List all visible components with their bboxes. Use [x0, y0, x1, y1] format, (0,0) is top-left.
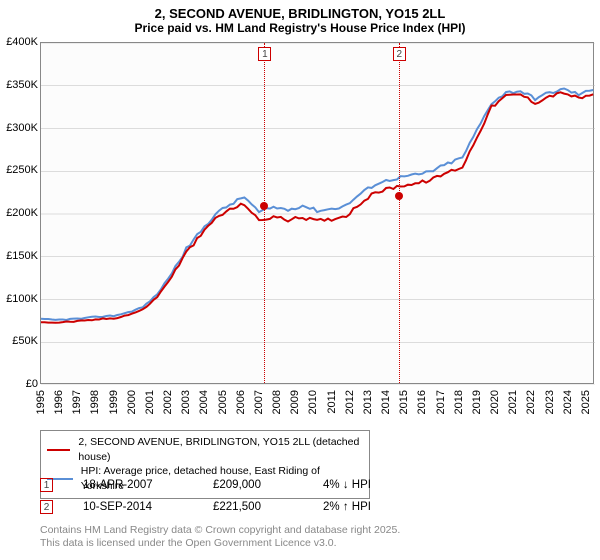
sale-marker-box: 2 [393, 47, 406, 61]
sale-marker: 2 [40, 500, 53, 514]
y-tick-label: £400K [6, 36, 38, 48]
chart-title-line2: Price paid vs. HM Land Registry's House … [0, 21, 600, 35]
x-tick-label: 1996 [53, 390, 65, 414]
footer-line2: This data is licensed under the Open Gov… [40, 537, 560, 550]
x-tick-label: 2018 [453, 390, 465, 414]
x-tick-label: 2024 [562, 390, 574, 414]
x-tick-label: 1995 [35, 390, 47, 414]
sale-marker: 1 [40, 478, 53, 492]
x-tick-label: 2015 [398, 390, 410, 414]
x-tick-label: 2006 [235, 390, 247, 414]
x-tick-label: 1998 [89, 390, 101, 414]
plot-area: 12 [40, 42, 594, 384]
x-tick-label: 2005 [217, 390, 229, 414]
sale-pct: 4% ↓ HPI [323, 479, 413, 491]
x-tick-label: 2004 [198, 390, 210, 414]
y-tick-label: £0 [26, 378, 38, 390]
y-tick-label: £150K [6, 250, 38, 262]
x-tick-label: 2010 [307, 390, 319, 414]
y-tick-label: £350K [6, 79, 38, 91]
x-tick-label: 2013 [362, 390, 374, 414]
x-tick-label: 2000 [126, 390, 138, 414]
x-tick-label: 1997 [71, 390, 83, 414]
legend-label: 2, SECOND AVENUE, BRIDLINGTON, YO15 2LL … [78, 435, 363, 464]
y-tick-label: £200K [6, 207, 38, 219]
sale-row: 2 10-SEP-2014 £221,500 2% ↑ HPI [40, 496, 560, 518]
sale-date: 18-APR-2007 [83, 479, 183, 491]
x-tick-label: 2009 [289, 390, 301, 414]
sale-marker-box: 1 [258, 47, 271, 61]
sale-pct: 2% ↑ HPI [323, 501, 413, 513]
x-tick-label: 2023 [544, 390, 556, 414]
legend-line-icon [47, 449, 70, 451]
plot-svg [41, 43, 595, 385]
sale-row: 1 18-APR-2007 £209,000 4% ↓ HPI [40, 474, 560, 496]
x-tick-label: 2021 [507, 390, 519, 414]
footer-line1: Contains HM Land Registry data © Crown c… [40, 524, 560, 537]
y-tick-label: £50K [12, 335, 38, 347]
y-tick-label: £250K [6, 164, 38, 176]
chart-title-line1: 2, SECOND AVENUE, BRIDLINGTON, YO15 2LL [0, 6, 600, 21]
sales-table: 1 18-APR-2007 £209,000 4% ↓ HPI2 10-SEP-… [40, 474, 560, 518]
sale-price: £209,000 [213, 479, 293, 491]
x-tick-label: 2011 [326, 390, 338, 414]
x-tick-label: 1999 [108, 390, 120, 414]
x-tick-label: 2019 [471, 390, 483, 414]
sale-vline [399, 43, 400, 383]
x-tick-label: 2003 [180, 390, 192, 414]
sale-point [260, 202, 268, 210]
sale-vline [264, 43, 265, 383]
x-tick-label: 2012 [344, 390, 356, 414]
x-tick-label: 2014 [380, 390, 392, 414]
sale-price: £221,500 [213, 501, 293, 513]
x-tick-label: 2001 [144, 390, 156, 414]
x-tick-label: 2007 [253, 390, 265, 414]
title-block: 2, SECOND AVENUE, BRIDLINGTON, YO15 2LL … [0, 0, 600, 35]
legend-item: 2, SECOND AVENUE, BRIDLINGTON, YO15 2LL … [47, 435, 363, 464]
x-tick-label: 2022 [525, 390, 537, 414]
x-tick-label: 2002 [162, 390, 174, 414]
footer-attribution: Contains HM Land Registry data © Crown c… [40, 524, 560, 550]
x-tick-label: 2008 [271, 390, 283, 414]
x-tick-label: 2025 [580, 390, 592, 414]
chart-container: 2, SECOND AVENUE, BRIDLINGTON, YO15 2LL … [0, 0, 600, 560]
y-tick-label: £300K [6, 122, 38, 134]
x-tick-label: 2017 [435, 390, 447, 414]
y-tick-label: £100K [6, 293, 38, 305]
sale-date: 10-SEP-2014 [83, 501, 183, 513]
x-tick-label: 2020 [489, 390, 501, 414]
sale-point [395, 192, 403, 200]
x-tick-label: 2016 [416, 390, 428, 414]
